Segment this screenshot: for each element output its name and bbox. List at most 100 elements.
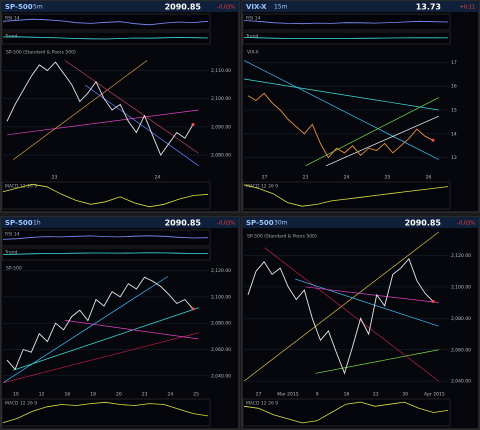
y-tick-label: 2,060.00 — [211, 347, 231, 353]
interval: 1h — [33, 220, 41, 227]
study-line — [243, 37, 449, 40]
symbol: SP-500 — [5, 219, 33, 227]
y-tick-label: 2,040.00 — [451, 379, 471, 385]
x-tick-label: Mar 2015 — [277, 392, 299, 398]
symbol: VIX-X — [246, 3, 267, 11]
x-tick-label: 9 — [316, 392, 319, 398]
study-line — [243, 184, 449, 207]
study-line — [2, 401, 209, 424]
main-label: SP-500 (Standard & Poors 500) — [6, 50, 76, 56]
chart-panel: SP-500 30m 2090.85 -0.03% SP-500 (Standard &… — [241, 216, 480, 430]
study-label: MACD 12 26 9 — [5, 401, 37, 407]
y-tick-label: 2,080.00 — [451, 316, 471, 322]
last-price: 2090.85 — [405, 219, 442, 228]
symbol: SP-500 — [246, 219, 274, 227]
study-line — [243, 20, 449, 25]
last-point — [191, 307, 195, 311]
price-change: -0.03% — [217, 221, 235, 227]
study-line — [243, 401, 449, 424]
last-point — [431, 138, 435, 142]
symbol: SP-500 — [5, 3, 33, 11]
y-tick-label: 2,060.00 — [451, 347, 471, 353]
trend-line — [295, 278, 439, 327]
last-point — [431, 299, 435, 303]
panel-header — [1, 1, 239, 12]
price-change: -0.03% — [457, 221, 475, 227]
last-point — [191, 123, 195, 127]
study-bg — [242, 13, 451, 31]
trend-line — [264, 247, 439, 382]
study-label: RSI 14 — [246, 16, 261, 22]
x-tick-label: 23 — [142, 392, 148, 398]
study-bg — [1, 398, 211, 427]
study-line — [2, 183, 209, 208]
main-label: SP-500 (Standard & Poors 500) — [247, 234, 317, 240]
x-tick-label: 16 — [344, 392, 350, 398]
x-tick-label: 23 — [373, 392, 379, 398]
study-label: Trend — [245, 34, 258, 40]
x-tick-label: 30 — [402, 392, 408, 398]
panel-header — [242, 217, 479, 228]
y-tick-label: 13 — [451, 155, 457, 161]
y-tick-label: 2,040.00 — [211, 373, 231, 379]
x-tick-label: 23 — [52, 175, 58, 181]
trend-line — [64, 60, 199, 154]
price-line — [247, 257, 434, 375]
x-tick-label: Apr 2015 — [424, 392, 445, 398]
x-tick-label: 24 — [155, 175, 161, 181]
price-change: -0.03% — [217, 5, 235, 11]
x-tick-label: 10 — [13, 392, 19, 398]
y-tick-label: 2,100.00 — [211, 96, 231, 102]
price-line — [6, 276, 194, 371]
trend-line — [305, 97, 439, 167]
trend-line — [325, 115, 439, 167]
study-line — [2, 36, 209, 40]
main-label: VIX-X — [247, 50, 259, 56]
x-tick-label: 16 — [65, 392, 71, 398]
study-label: MACD 12 26 9 — [246, 184, 278, 190]
panel-header — [1, 217, 239, 228]
x-tick-label: 20 — [116, 392, 122, 398]
y-tick-label: 2,120.00 — [211, 268, 231, 274]
main-label: SP-500 — [6, 266, 22, 272]
last-price: 2090.85 — [165, 3, 202, 12]
chart-panel: SP-500 1h 2090.85 -0.03%RSI 14TrendSP-5002,… — [0, 216, 240, 430]
y-tick-label: 2,080.00 — [211, 321, 231, 327]
x-tick-label: 25 — [193, 392, 199, 398]
trend-line — [64, 319, 199, 340]
study-label: MACD 12 26 9 — [246, 401, 278, 407]
y-tick-label: 2,100.00 — [451, 284, 471, 290]
trend-line — [13, 307, 199, 371]
study-bg — [1, 247, 211, 261]
y-tick-label: 17 — [451, 60, 457, 66]
study-line — [2, 252, 209, 255]
y-tick-label: 15 — [451, 108, 457, 114]
price-line — [6, 61, 194, 157]
trend-line — [2, 276, 168, 384]
x-tick-label: 26 — [426, 175, 432, 181]
x-tick-label: 27 — [262, 175, 268, 181]
x-tick-label: 24 — [344, 175, 350, 181]
y-tick-label: 14 — [451, 131, 457, 137]
interval: 30m — [274, 220, 288, 227]
trend-line — [243, 78, 439, 111]
study-label: RSI 14 — [5, 16, 20, 22]
study-label: Trend — [4, 250, 17, 256]
y-tick-label: 2,090.00 — [211, 124, 231, 130]
panel-header — [242, 1, 479, 12]
trend-line — [243, 60, 439, 160]
x-tick-label: 12 — [39, 392, 45, 398]
last-price: 13.73 — [416, 3, 441, 12]
last-price: 2090.85 — [165, 219, 202, 228]
trend-line — [7, 109, 199, 136]
study-bg — [1, 31, 211, 45]
y-tick-label: 16 — [451, 84, 457, 90]
panel-bg — [241, 216, 480, 430]
study-bg — [242, 181, 451, 210]
trend-line — [13, 60, 148, 160]
y-tick-label: 2,080.00 — [211, 153, 231, 159]
price-change: +0.11 — [460, 5, 475, 11]
y-tick-label: 2,110.00 — [211, 68, 231, 74]
